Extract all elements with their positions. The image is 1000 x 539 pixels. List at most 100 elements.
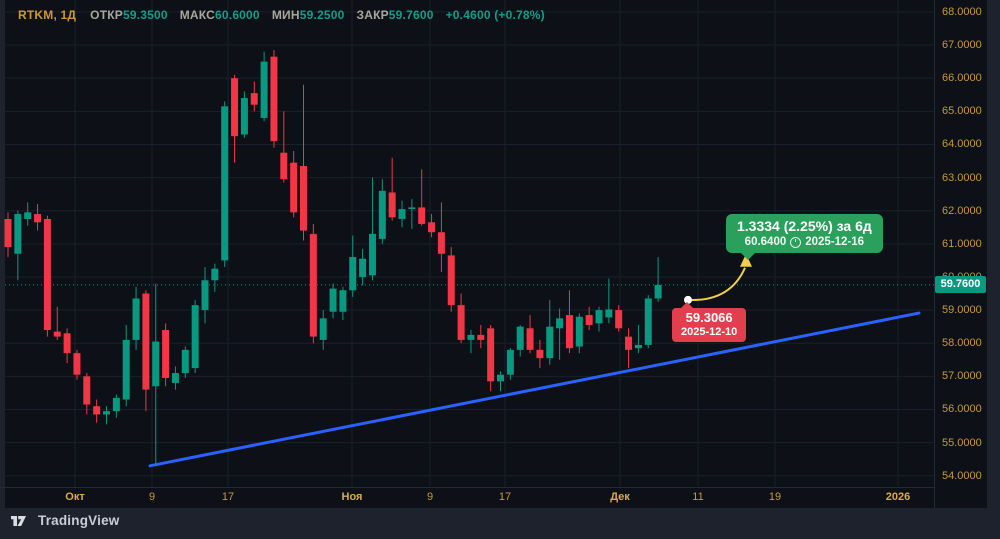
candle-body xyxy=(506,349,514,375)
candle-body xyxy=(349,257,357,291)
projection-start-dot xyxy=(684,295,692,304)
tradingview-watermark[interactable]: TradingView xyxy=(10,513,119,528)
candle-body xyxy=(112,397,120,412)
candle-body xyxy=(53,331,61,337)
time-tick-label: 17 xyxy=(221,491,235,503)
candle-body xyxy=(467,334,475,340)
candle-body xyxy=(595,310,603,324)
tradingview-logo-icon xyxy=(11,515,26,526)
projection-target-price: 60.6400 xyxy=(744,236,787,248)
legend-close: ЗАКР59.7600 xyxy=(356,8,434,22)
candle-body xyxy=(43,218,51,330)
candle-body xyxy=(487,328,495,382)
projection-change-text: 1.3334 (2.25%) за 6д xyxy=(737,218,872,234)
candle-body xyxy=(280,152,288,180)
candle-body xyxy=(181,349,189,374)
legend-open: ОТКР59.3500 xyxy=(90,8,168,22)
price-tick-label: 64.0000 xyxy=(942,138,982,151)
candle-body xyxy=(339,290,347,312)
tradingview-watermark-text: TradingView xyxy=(38,513,120,528)
price-tick-label: 57.0000 xyxy=(942,370,982,383)
price-tick-label: 67.0000 xyxy=(942,39,982,52)
candle-body xyxy=(103,411,110,415)
price-note-date: 2025-12-10 xyxy=(681,326,738,338)
price-tick-label: 56.0000 xyxy=(942,403,982,416)
projection-target-date: 2025-12-16 xyxy=(805,236,865,248)
candle-body xyxy=(625,336,633,350)
candle-body xyxy=(378,190,386,239)
candle-body xyxy=(250,93,258,105)
candle-body xyxy=(368,233,376,276)
candle-body xyxy=(437,232,445,254)
candle-body xyxy=(4,218,12,248)
candle-body xyxy=(240,98,248,135)
legend-low: МИН59.2500 xyxy=(271,8,345,22)
candle-body xyxy=(516,326,524,350)
candle-body xyxy=(270,56,278,142)
candle-body xyxy=(260,61,268,118)
candle-body xyxy=(615,310,623,329)
time-tick-label: Ноя xyxy=(341,491,363,503)
candle-body xyxy=(171,373,179,383)
price-axis[interactable]: 68.0000 67.0000 66.0000 65.0000 64.0000 63.00… xyxy=(935,0,987,508)
candle-body xyxy=(457,305,465,340)
candle-body xyxy=(24,212,32,219)
candle-body xyxy=(408,207,416,210)
candle-body xyxy=(152,341,160,387)
candle-body xyxy=(585,315,593,325)
price-tick-label: 62.0000 xyxy=(942,204,982,217)
price-tick-label: 65.0000 xyxy=(942,105,982,118)
candle-body xyxy=(418,207,426,224)
candle-body xyxy=(398,209,406,219)
price-note-callout[interactable]: 59.3066 2025-12-10 xyxy=(672,302,747,342)
trendline xyxy=(148,311,921,468)
candle-body xyxy=(300,165,307,231)
candle-body xyxy=(73,353,81,375)
candle-body xyxy=(644,298,652,345)
candle-body xyxy=(654,284,662,299)
candle-body xyxy=(142,293,150,390)
projection-arrow-curve xyxy=(687,267,746,301)
time-axis[interactable]: Окт 9 17 Ноя 9 17 Дек 11 19 2026 xyxy=(0,487,1000,508)
candle-body xyxy=(605,309,613,318)
candle-body xyxy=(34,214,42,223)
price-tick-label: 59.0000 xyxy=(942,304,982,317)
clock-icon xyxy=(790,236,802,248)
candle-body xyxy=(83,376,91,405)
candle-body xyxy=(191,305,199,369)
candle-body xyxy=(536,349,544,359)
time-tick-label: 11 xyxy=(692,491,704,503)
candle-body xyxy=(428,222,436,233)
symbol-title[interactable]: RTKM, 1Д xyxy=(18,8,77,22)
time-tick-label: 17 xyxy=(498,491,512,503)
symbol-legend[interactable]: RTKM, 1Д ОТКР59.3500 МАКС60.6000 МИН59.2500… xyxy=(18,8,545,22)
time-tick-label: 19 xyxy=(768,491,782,503)
candle-body xyxy=(231,78,239,137)
candle-body xyxy=(221,106,229,261)
chart-canvas[interactable] xyxy=(5,0,987,508)
candle-body xyxy=(359,258,367,277)
projection-callout[interactable]: 1.3334 (2.25%) за 6д 60.6400 2025-12-16 xyxy=(726,214,883,260)
candle-body xyxy=(526,328,534,350)
price-note-value: 59.3066 xyxy=(685,310,733,325)
price-tick-label: 66.0000 xyxy=(942,72,982,85)
price-tick-label: 68.0000 xyxy=(942,5,982,18)
time-tick-label: 9 xyxy=(148,491,156,503)
price-tick-label: 54.0000 xyxy=(942,469,982,482)
candle-body xyxy=(388,192,396,218)
candle-body xyxy=(63,333,71,354)
projection-target-row: 60.6400 2025-12-16 xyxy=(737,235,872,249)
time-tick-label: Окт xyxy=(65,491,85,503)
legend-high: МАКС60.6000 xyxy=(179,8,260,22)
candle-body xyxy=(319,318,327,340)
time-tick-label: 2026 xyxy=(885,491,911,503)
last-price-label: 59.7600 xyxy=(935,276,986,294)
candle-body xyxy=(14,214,22,254)
price-tick-label: 63.0000 xyxy=(942,171,982,184)
candle-body xyxy=(556,318,564,329)
candle-body xyxy=(132,298,140,340)
candle-body xyxy=(290,162,298,213)
time-tick-label: 9 xyxy=(426,491,434,503)
candle-body xyxy=(497,374,504,382)
